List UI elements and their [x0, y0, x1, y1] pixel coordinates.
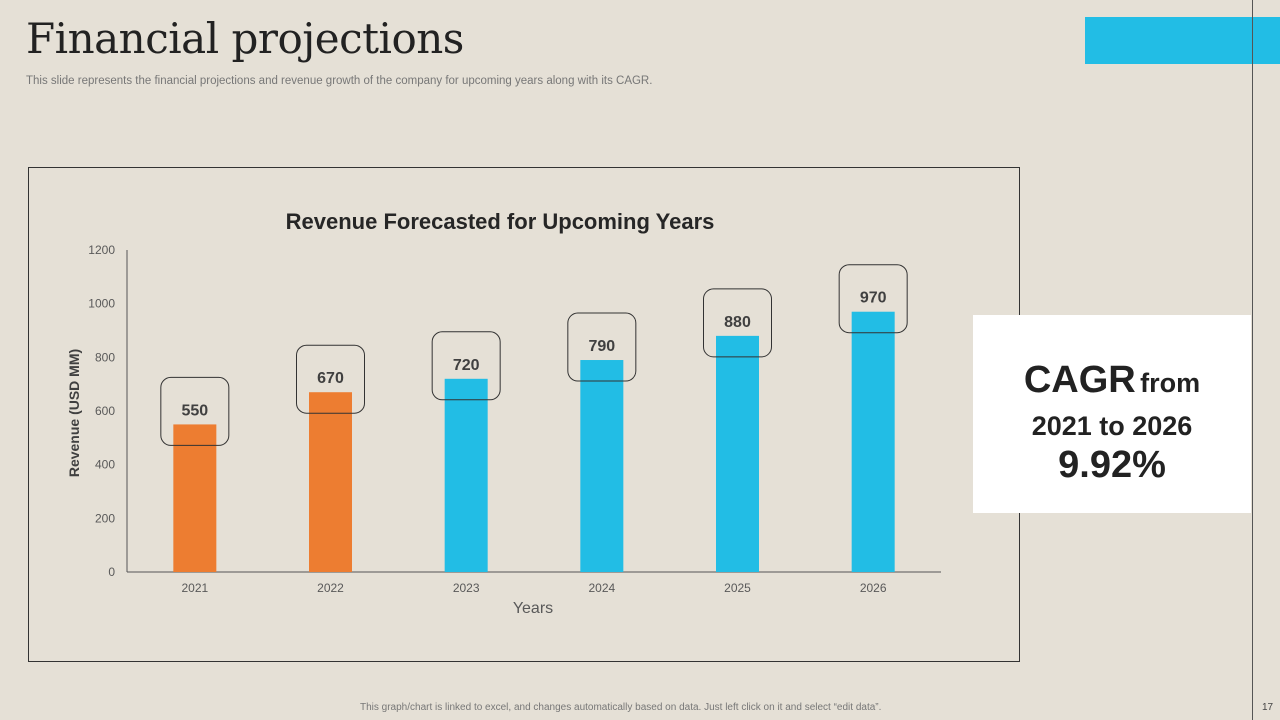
- accent-bar: [1085, 17, 1280, 64]
- y-axis-label: Revenue (USD MM): [66, 349, 82, 477]
- page-number: 17: [1262, 702, 1274, 713]
- x-tick-label: 2021: [181, 581, 208, 595]
- cagr-value: 9.92%: [1058, 444, 1166, 486]
- data-label-2023: 720: [453, 357, 480, 374]
- bar-2024[interactable]: [580, 360, 624, 572]
- cagr-word: CAGR: [1023, 359, 1136, 401]
- x-tick-label: 2026: [860, 581, 887, 595]
- data-label-2021: 550: [181, 402, 208, 419]
- x-tick-label: 2023: [453, 581, 480, 595]
- data-label-2024: 790: [588, 338, 615, 355]
- data-label-callout: [838, 264, 908, 334]
- chart-frame[interactable]: Revenue Forecasted for Upcoming Years Re…: [28, 167, 1020, 662]
- data-label-2022: 670: [317, 370, 344, 387]
- y-tick-label: 1200: [88, 243, 115, 257]
- y-tick-label: 800: [95, 350, 115, 364]
- cagr-from: from: [1140, 368, 1201, 398]
- data-label-callout: [703, 288, 772, 358]
- bar-2026[interactable]: [851, 311, 895, 572]
- footer-note: This graph/chart is linked to excel, and…: [360, 702, 882, 713]
- x-tick-label: 2022: [317, 581, 344, 595]
- bar-2021[interactable]: [173, 424, 217, 572]
- page-subtitle: This slide represents the financial proj…: [26, 75, 653, 87]
- chart-title: Revenue Forecasted for Upcoming Years: [286, 209, 715, 234]
- cagr-range: 2021 to 2026: [1031, 411, 1193, 441]
- data-label-2026: 970: [860, 290, 887, 307]
- bar-2023[interactable]: [444, 378, 488, 572]
- x-tick-label: 2025: [724, 581, 751, 595]
- bar-2022[interactable]: [309, 392, 352, 572]
- page-title: Financial projections: [26, 14, 464, 63]
- cagr-callout: CAGR from 2021 to 2026 9.92%: [973, 315, 1251, 513]
- y-tick-label: 400: [95, 458, 115, 472]
- data-label-callout: [296, 344, 365, 414]
- y-tick-label: 1000: [88, 297, 115, 311]
- data-label-callout: [431, 331, 501, 401]
- data-label-2025: 880: [724, 314, 751, 331]
- y-tick-label: 200: [95, 511, 115, 525]
- revenue-bar-chart[interactable]: Revenue Forecasted for Upcoming Years Re…: [29, 168, 1019, 661]
- bar-2025[interactable]: [716, 335, 759, 572]
- x-tick-label: 2024: [588, 581, 615, 595]
- x-axis-label: Years: [513, 600, 553, 617]
- y-tick-label: 600: [95, 404, 115, 418]
- data-label-callout: [160, 376, 230, 446]
- y-tick-label: 0: [108, 565, 115, 579]
- data-label-callout: [567, 312, 637, 382]
- right-divider: [1252, 0, 1253, 720]
